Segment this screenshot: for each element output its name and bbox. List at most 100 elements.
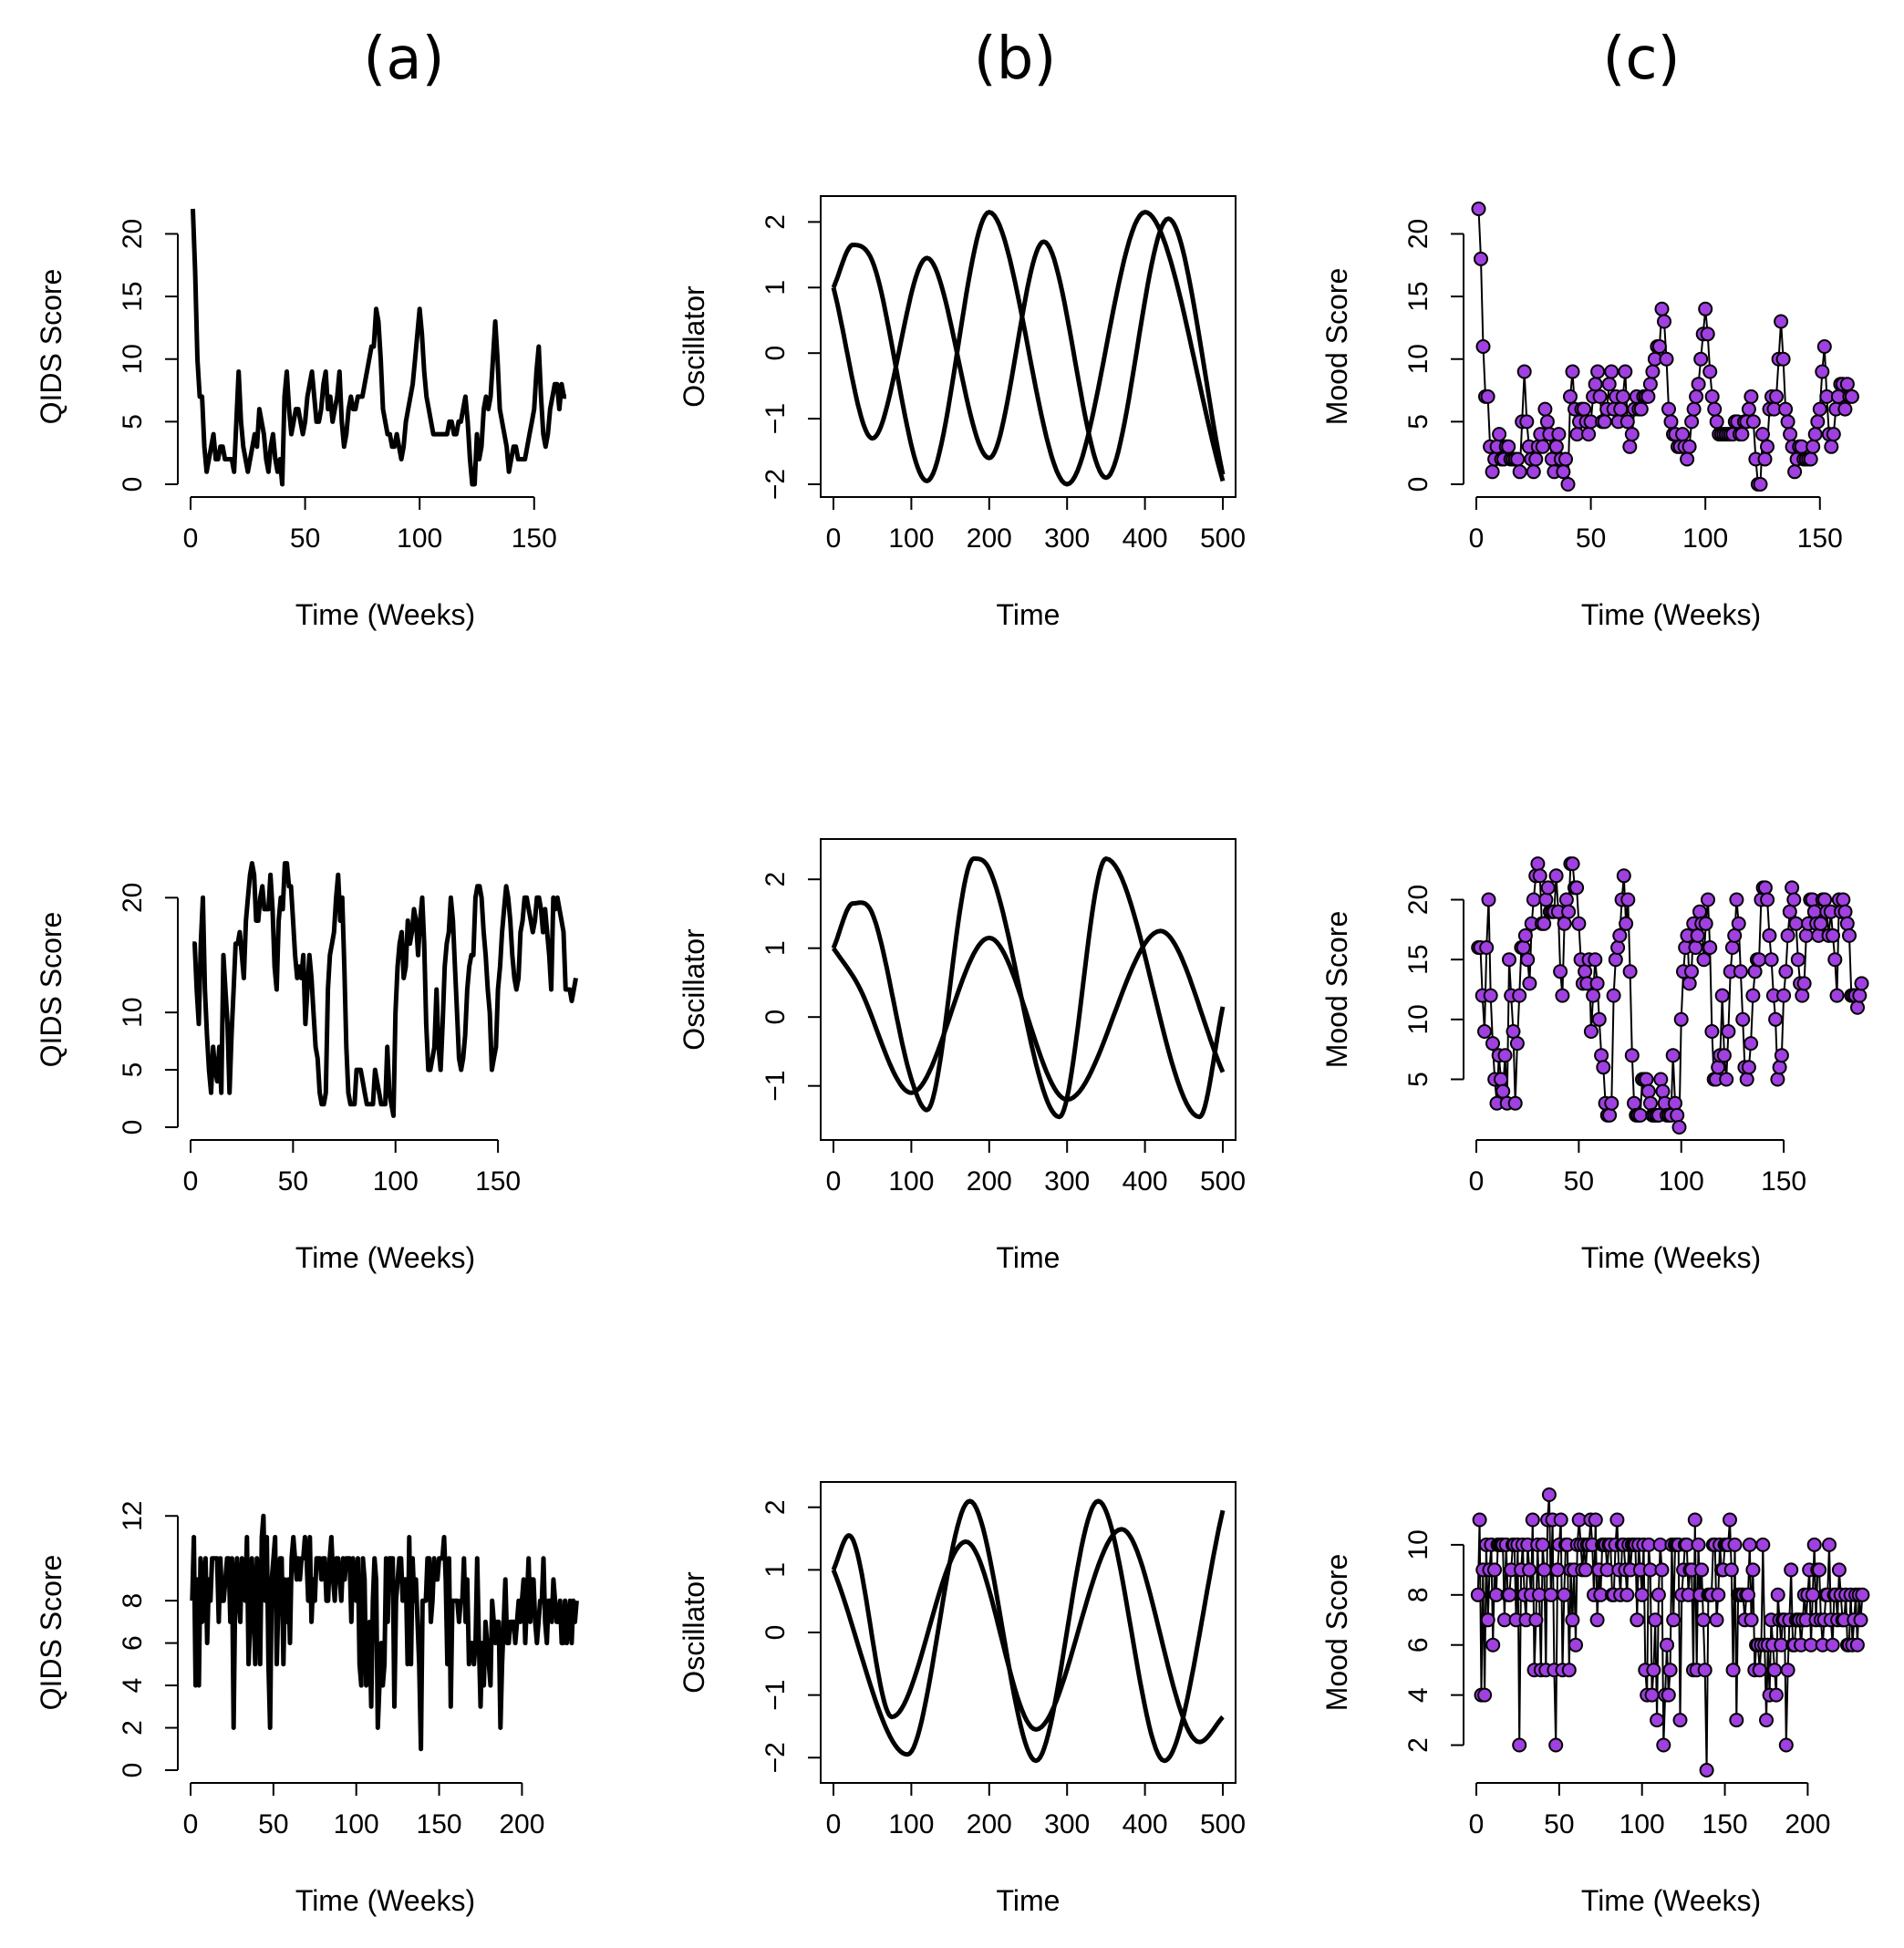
mood-point [1844, 389, 1859, 404]
mood-point [1571, 916, 1587, 931]
mood-point [1812, 401, 1827, 417]
panel-b1: 0 100 200 300 400 500 −2 −1 0 1 2 Time Oscillator [678, 195, 1246, 631]
mood-point [1537, 1562, 1552, 1578]
mood-point [1807, 427, 1823, 442]
y-tick-label: −1 [761, 1071, 791, 1102]
mood-point [1650, 1587, 1666, 1602]
mood-point [1774, 314, 1789, 329]
mood-point [1541, 1487, 1557, 1502]
qids-line [192, 861, 578, 1118]
mood-point [1795, 988, 1810, 1003]
mood-point [1645, 364, 1661, 379]
mood-point [1796, 976, 1812, 991]
mood-point [1721, 1024, 1736, 1039]
x-tick-label: 0 [183, 1809, 199, 1839]
mood-point [1517, 927, 1533, 943]
mood-point [1813, 916, 1828, 931]
mood-point [1806, 439, 1821, 454]
mood-point [1581, 427, 1597, 442]
mood-point [1606, 988, 1621, 1003]
mood-point [1753, 477, 1768, 492]
panel-a2: 0 50 100 150 0 5 10 20 Time (Weeks) QIDS Score [35, 861, 578, 1274]
mood-point [1622, 439, 1638, 454]
mood-point [1815, 364, 1830, 379]
mood-point [1784, 1562, 1799, 1578]
oscillator-line-2 [831, 1498, 1226, 1764]
mood-point [1755, 1537, 1771, 1552]
mood-point [1474, 251, 1488, 266]
mood-point [1806, 904, 1822, 919]
mood-point [1744, 389, 1759, 404]
y-axis-label: Oscillator [678, 285, 710, 408]
mood-point [1739, 1072, 1754, 1087]
mood-point [1745, 414, 1761, 430]
mood-point [1477, 1024, 1492, 1039]
mood-point [1688, 940, 1703, 955]
mood-point [1609, 1512, 1625, 1528]
panel-b2: 0 100 200 300 400 500 −1 0 1 2 Time Oscillator [678, 838, 1246, 1274]
mood-point [1752, 952, 1767, 968]
mood-point [1561, 1663, 1577, 1678]
mood-point [1780, 1663, 1795, 1678]
y-tick-label: 0 [761, 1625, 791, 1641]
mood-point [1620, 892, 1636, 907]
mood-point [1731, 916, 1746, 931]
mood-point [1665, 1048, 1681, 1063]
y-tick-label: 20 [118, 883, 148, 913]
mood-point [1682, 976, 1697, 991]
mood-point [1487, 1562, 1502, 1578]
oscillator-line-1 [831, 210, 1226, 487]
mood-point [1690, 927, 1705, 943]
mood-point [1548, 868, 1564, 884]
mood-point [1827, 952, 1843, 968]
y-tick-label: 2 [761, 872, 791, 887]
x-tick-label: 150 [417, 1809, 462, 1839]
plot-box [820, 838, 1237, 1141]
mood-point [1535, 1537, 1550, 1552]
y-axis-label: Mood Score [1320, 268, 1353, 426]
mood-point [1825, 1637, 1840, 1653]
mood-point [1565, 364, 1580, 379]
y-tick-label: 0 [118, 1120, 148, 1135]
mood-point [1741, 401, 1756, 417]
y-tick-label: 5 [118, 414, 148, 430]
mood-point [1510, 451, 1526, 467]
x-tick-label: 200 [967, 1809, 1012, 1839]
mood-point [1852, 988, 1868, 1003]
mood-point [1615, 389, 1630, 404]
y-tick-label: 15 [1403, 281, 1433, 311]
mood-point [1724, 940, 1740, 955]
mood-point [1693, 351, 1709, 367]
mood-point [1471, 202, 1486, 216]
mood-point [1588, 377, 1603, 392]
y-axis-label: QIDS Score [35, 912, 67, 1068]
x-tick-label: 400 [1123, 1809, 1168, 1839]
y-tick-label: 10 [1403, 1004, 1433, 1034]
mood-point [1622, 964, 1638, 979]
mood-point [1608, 952, 1623, 968]
x-tick-label: 150 [1702, 1809, 1748, 1839]
mood-point [1764, 952, 1779, 968]
x-tick-label: 50 [1544, 1809, 1574, 1839]
mood-point [1839, 377, 1855, 392]
mood-point [1624, 427, 1640, 442]
mood-point [1642, 377, 1658, 392]
mood-point [1735, 1011, 1751, 1027]
mood-point [1786, 892, 1802, 907]
x-tick-label: 150 [512, 523, 557, 554]
x-tick-label: 100 [1659, 1166, 1704, 1197]
y-tick-label: 1 [761, 1562, 791, 1578]
mood-point [1659, 351, 1674, 367]
mood-point [1502, 1587, 1517, 1602]
mood-point [1785, 880, 1800, 896]
mood-point [1837, 904, 1853, 919]
mood-point [1842, 927, 1857, 943]
mood-point [1555, 988, 1570, 1003]
oscillator-line-1 [831, 856, 1226, 1120]
y-tick-label: 6 [118, 1635, 148, 1651]
x-tick-label: 300 [1044, 1166, 1090, 1197]
mood-point [1709, 414, 1724, 430]
x-tick-label: 300 [1044, 1809, 1090, 1839]
mood-point [1744, 1036, 1759, 1052]
y-tick-label: 20 [1403, 219, 1433, 249]
